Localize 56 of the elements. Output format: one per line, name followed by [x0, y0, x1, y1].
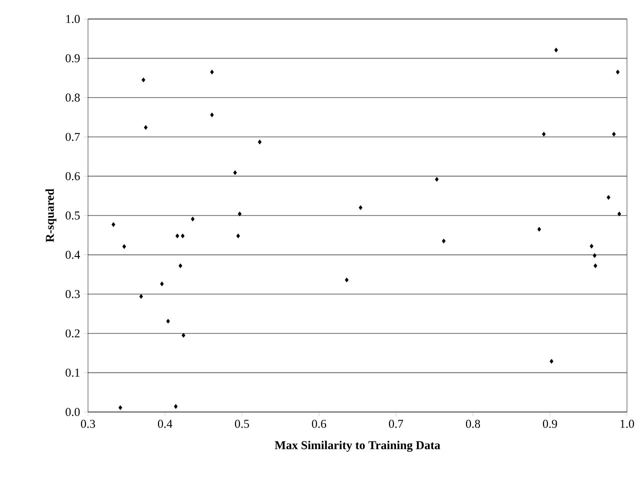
y-axis-title: R-squared — [45, 188, 56, 242]
point — [139, 294, 143, 299]
point — [434, 176, 439, 182]
x-tick-label: 0.4 — [158, 420, 172, 428]
x-tick-label: 0.7 — [388, 420, 404, 428]
point — [616, 70, 620, 74]
point — [592, 253, 596, 258]
x-tick-label: 1.0 — [620, 420, 634, 428]
y-tick-label: 0.2 — [66, 329, 80, 338]
point — [550, 358, 554, 364]
point — [594, 263, 598, 268]
point — [344, 278, 349, 282]
point — [174, 404, 178, 409]
point — [236, 234, 240, 238]
point — [142, 78, 146, 82]
y-tick-label: 0.4 — [66, 250, 80, 259]
point — [233, 170, 237, 176]
point — [617, 212, 622, 216]
x-tick-label: 0.3 — [80, 420, 96, 428]
point — [554, 48, 558, 52]
y-tick-label: 0.8 — [66, 94, 80, 102]
point — [122, 244, 126, 249]
x-tick-label: 0.6 — [312, 420, 326, 428]
y-tick-label: 0.6 — [66, 172, 80, 180]
point — [210, 112, 214, 118]
point — [358, 205, 362, 210]
y-tick-label: 1.0 — [66, 14, 80, 24]
point — [182, 332, 186, 338]
point — [144, 125, 148, 130]
point — [442, 238, 446, 244]
point — [118, 405, 122, 410]
y-tick-label: 0.0 — [66, 408, 80, 416]
x-tick-label: 0.9 — [542, 420, 557, 428]
point — [190, 216, 195, 222]
point — [160, 281, 164, 286]
x-axis-title: Max Similarity to Training Data — [274, 440, 440, 452]
y-tick-label: 0.7 — [66, 132, 80, 141]
point — [175, 234, 180, 238]
y-tick-label: 0.1 — [66, 368, 80, 377]
point — [537, 226, 542, 232]
point — [178, 263, 182, 268]
point — [180, 234, 185, 238]
y-tick-label: 0.3 — [66, 290, 80, 298]
point — [542, 132, 546, 137]
point — [606, 195, 610, 200]
point — [166, 318, 170, 324]
point — [112, 222, 116, 227]
y-tick-label: 0.5 — [66, 211, 80, 220]
y-tick-label: 0.9 — [66, 54, 80, 62]
point — [590, 244, 594, 249]
x-tick-label: 0.8 — [466, 420, 480, 428]
point — [258, 140, 262, 144]
point — [238, 212, 242, 216]
point — [612, 132, 616, 137]
point — [210, 70, 214, 74]
x-tick-label: 0.5 — [234, 420, 250, 428]
